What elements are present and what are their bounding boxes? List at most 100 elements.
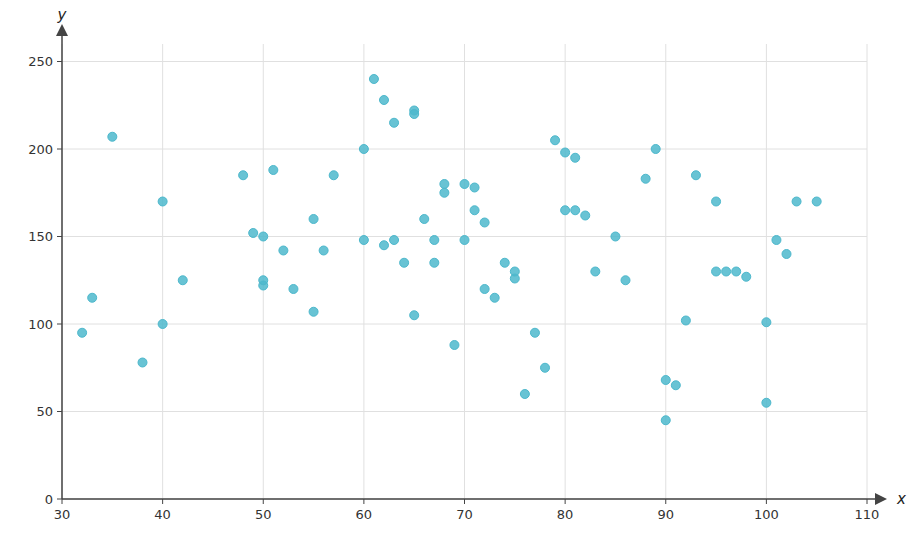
point xyxy=(440,188,449,197)
y-grid-line xyxy=(62,411,867,412)
x-tick-label: 70 xyxy=(456,507,473,522)
point xyxy=(581,211,590,220)
y-tick-label: 150 xyxy=(28,229,53,244)
point xyxy=(762,318,771,327)
point xyxy=(329,171,338,180)
point xyxy=(561,148,570,157)
y-tick-label: 50 xyxy=(36,404,53,419)
point xyxy=(279,246,288,255)
point xyxy=(772,236,781,245)
point xyxy=(239,171,248,180)
grid xyxy=(62,44,867,499)
point xyxy=(430,258,439,267)
point xyxy=(88,293,97,302)
point xyxy=(420,215,429,224)
y-axis-line xyxy=(61,30,63,499)
x-tick-label: 110 xyxy=(855,507,880,522)
x-grid-line xyxy=(665,44,666,499)
point xyxy=(359,236,368,245)
point xyxy=(812,197,821,206)
point xyxy=(571,206,580,215)
point xyxy=(732,267,741,276)
x-axis-label: x xyxy=(896,490,906,508)
point xyxy=(661,376,670,385)
point xyxy=(541,363,550,372)
point xyxy=(289,285,298,294)
y-tick-label: 200 xyxy=(28,142,53,157)
x-grid-line xyxy=(464,44,465,499)
point xyxy=(651,145,660,154)
points xyxy=(78,75,822,425)
point xyxy=(369,75,378,84)
y-grid-line xyxy=(62,324,867,325)
y-grid-line xyxy=(62,149,867,150)
point xyxy=(712,197,721,206)
point xyxy=(359,145,368,154)
point xyxy=(561,206,570,215)
x-tick-label: 100 xyxy=(754,507,779,522)
point xyxy=(671,381,680,390)
point xyxy=(410,311,419,320)
point xyxy=(470,183,479,192)
point xyxy=(450,341,459,350)
point xyxy=(400,258,409,267)
point xyxy=(390,118,399,127)
point xyxy=(792,197,801,206)
y-tick-label: 0 xyxy=(45,492,53,507)
x-grid-line xyxy=(263,44,264,499)
point xyxy=(661,416,670,425)
point xyxy=(681,316,690,325)
point xyxy=(380,241,389,250)
x-tick-label: 50 xyxy=(255,507,272,522)
x-grid-line xyxy=(565,44,566,499)
point xyxy=(108,132,117,141)
point xyxy=(621,276,630,285)
point xyxy=(430,236,439,245)
point xyxy=(641,174,650,183)
point xyxy=(742,272,751,281)
point xyxy=(138,358,147,367)
point xyxy=(480,285,489,294)
x-tick-label: 60 xyxy=(356,507,373,522)
point xyxy=(470,206,479,215)
point xyxy=(762,398,771,407)
point xyxy=(158,320,167,329)
point xyxy=(440,180,449,189)
point xyxy=(551,136,560,145)
x-axis-line xyxy=(62,498,881,500)
x-tick-label: 40 xyxy=(154,507,171,522)
point xyxy=(480,218,489,227)
point xyxy=(510,267,519,276)
point xyxy=(490,293,499,302)
x-grid-line xyxy=(363,44,364,499)
y-axis-label: y xyxy=(57,6,68,24)
y-tick-label: 100 xyxy=(28,317,53,332)
x-grid-line xyxy=(766,44,767,499)
point xyxy=(591,267,600,276)
point xyxy=(460,236,469,245)
chart-svg: 30405060708090100110050100150200250xy xyxy=(0,0,919,547)
point xyxy=(319,246,328,255)
point xyxy=(712,267,721,276)
point xyxy=(691,171,700,180)
point xyxy=(178,276,187,285)
point xyxy=(259,232,268,241)
point xyxy=(500,258,509,267)
y-grid-line xyxy=(62,61,867,62)
point xyxy=(309,215,318,224)
point xyxy=(390,236,399,245)
point xyxy=(460,180,469,189)
x-tick-label: 30 xyxy=(54,507,71,522)
x-grid-line xyxy=(162,44,163,499)
x-tick-label: 90 xyxy=(657,507,674,522)
point xyxy=(309,307,318,316)
point xyxy=(78,328,87,337)
axes: 30405060708090100110050100150200250 xyxy=(28,30,881,522)
point xyxy=(722,267,731,276)
point xyxy=(269,166,278,175)
point xyxy=(611,232,620,241)
point xyxy=(259,276,268,285)
point xyxy=(380,96,389,105)
point xyxy=(158,197,167,206)
point xyxy=(410,110,419,119)
